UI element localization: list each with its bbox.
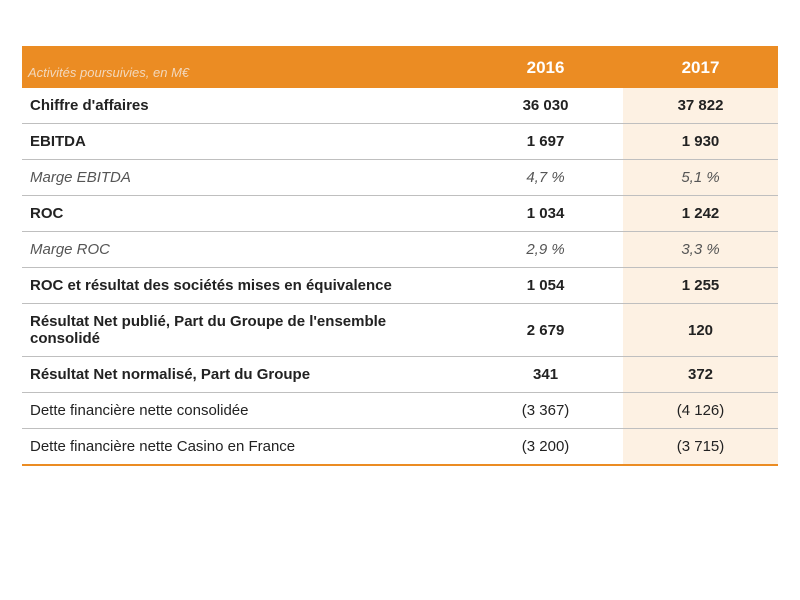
row-value-2017: 120 <box>623 304 778 357</box>
table-row: Dette financière nette consolidée(3 367)… <box>22 393 778 429</box>
table-row: Résultat Net publié, Part du Groupe de l… <box>22 304 778 357</box>
table-row: Chiffre d'affaires36 03037 822 <box>22 88 778 124</box>
row-value-2016: (3 367) <box>468 393 623 429</box>
row-value-2016: (3 200) <box>468 429 623 465</box>
table-row: Marge EBITDA4,7 %5,1 % <box>22 160 778 196</box>
row-value-2017: 1 930 <box>623 124 778 160</box>
row-label: Marge EBITDA <box>22 160 468 196</box>
row-value-2016: 341 <box>468 357 623 393</box>
row-label: Résultat Net publié, Part du Groupe de l… <box>22 304 468 357</box>
table-row: Marge ROC2,9 %3,3 % <box>22 232 778 268</box>
financial-table: Activités poursuivies, en M€ 2016 2017 C… <box>22 48 778 464</box>
row-label: EBITDA <box>22 124 468 160</box>
table-row: ROC1 0341 242 <box>22 196 778 232</box>
row-label: ROC et résultat des sociétés mises en éq… <box>22 268 468 304</box>
table-row: ROC et résultat des sociétés mises en éq… <box>22 268 778 304</box>
header-year1: 2016 <box>468 48 623 88</box>
row-label: Dette financière nette consolidée <box>22 393 468 429</box>
row-value-2017: 1 255 <box>623 268 778 304</box>
row-value-2017: (4 126) <box>623 393 778 429</box>
row-label: Marge ROC <box>22 232 468 268</box>
row-value-2017: 1 242 <box>623 196 778 232</box>
row-value-2017: 5,1 % <box>623 160 778 196</box>
row-value-2016: 2 679 <box>468 304 623 357</box>
row-value-2016: 1 054 <box>468 268 623 304</box>
row-value-2017: (3 715) <box>623 429 778 465</box>
row-value-2016: 36 030 <box>468 88 623 124</box>
row-value-2017: 3,3 % <box>623 232 778 268</box>
table-bottom-rule <box>22 464 778 466</box>
row-value-2016: 1 697 <box>468 124 623 160</box>
row-value-2017: 372 <box>623 357 778 393</box>
row-value-2016: 4,7 % <box>468 160 623 196</box>
row-label: Chiffre d'affaires <box>22 88 468 124</box>
header-label: Activités poursuivies, en M€ <box>22 48 468 88</box>
table-row: Résultat Net normalisé, Part du Groupe34… <box>22 357 778 393</box>
row-label: Dette financière nette Casino en France <box>22 429 468 465</box>
table-row: Dette financière nette Casino en France(… <box>22 429 778 465</box>
row-label: Résultat Net normalisé, Part du Groupe <box>22 357 468 393</box>
row-value-2016: 2,9 % <box>468 232 623 268</box>
row-label: ROC <box>22 196 468 232</box>
row-value-2017: 37 822 <box>623 88 778 124</box>
header-year2: 2017 <box>623 48 778 88</box>
row-value-2016: 1 034 <box>468 196 623 232</box>
table-row: EBITDA1 6971 930 <box>22 124 778 160</box>
header-row: Activités poursuivies, en M€ 2016 2017 <box>22 48 778 88</box>
